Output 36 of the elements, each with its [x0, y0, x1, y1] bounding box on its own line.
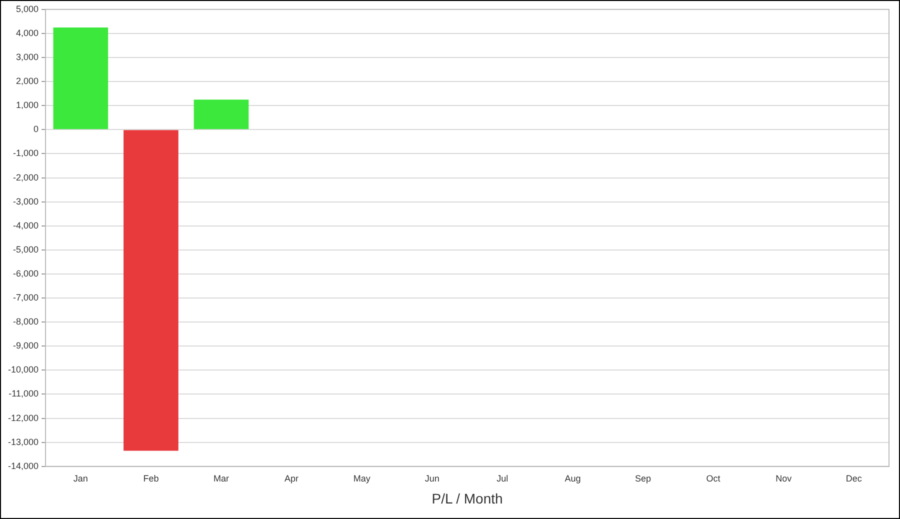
bar — [124, 130, 178, 451]
bar — [53, 27, 108, 130]
bar — [194, 100, 249, 130]
x-tick-label: Mar — [214, 473, 229, 484]
x-axis-title: P/L / Month — [432, 490, 503, 506]
y-tick-label: 4,000 — [16, 28, 39, 38]
x-tick-label: Jul — [496, 473, 508, 484]
y-tick-label: -12,000 — [8, 412, 39, 423]
x-tick-label: Oct — [706, 473, 721, 484]
y-tick-label: 3,000 — [16, 52, 39, 62]
y-tick-label: -8,000 — [12, 316, 39, 327]
x-tick-label: May — [353, 473, 371, 484]
y-tick-label: 5,000 — [16, 4, 39, 14]
y-tick-label: -9,000 — [12, 340, 39, 351]
x-tick-label: Feb — [143, 473, 159, 484]
x-tick-label: Nov — [776, 473, 792, 484]
y-tick-label: -5,000 — [12, 244, 39, 254]
x-tick-label: Jan — [73, 473, 88, 484]
y-tick-label: -14,000 — [8, 460, 39, 471]
y-tick-label: -6,000 — [12, 268, 39, 278]
y-tick-label: -1,000 — [12, 148, 39, 158]
x-tick-label: Jun — [424, 473, 440, 484]
y-tick-label: 0 — [34, 124, 39, 134]
x-tick-label: Apr — [284, 473, 299, 484]
x-tick-label: Aug — [564, 473, 581, 484]
y-tick-label: 2,000 — [16, 76, 39, 86]
x-tick-label: Dec — [846, 473, 862, 484]
y-tick-label: -13,000 — [8, 436, 39, 447]
y-tick-label: -11,000 — [8, 388, 39, 399]
x-tick-label: Sep — [634, 473, 651, 484]
y-tick-label: -4,000 — [12, 220, 39, 230]
y-tick-label: -7,000 — [12, 292, 39, 303]
y-tick-label: 1,000 — [16, 100, 39, 110]
y-tick-label: -10,000 — [8, 364, 39, 375]
y-tick-label: -3,000 — [12, 196, 39, 206]
y-tick-label: -2,000 — [12, 172, 39, 182]
